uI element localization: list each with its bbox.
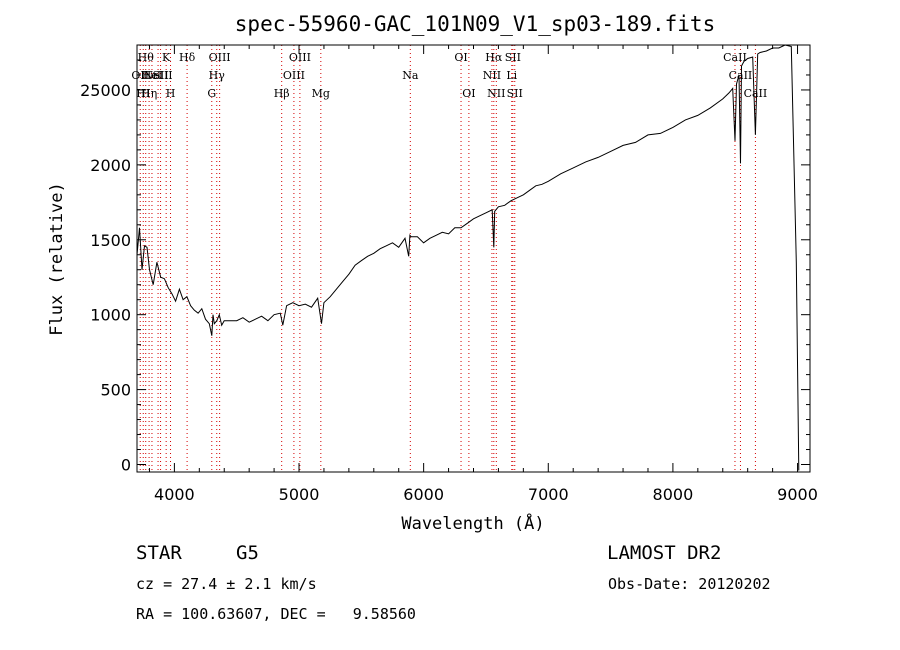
line-marker-label: CaII [729,69,753,82]
line-marker-label: OI [454,51,467,64]
line-marker-label: Mg [312,87,330,100]
line-marker-label: OI [462,87,475,100]
y-tick-label: 0 [121,456,131,475]
line-marker-label: Na [402,69,419,82]
x-tick-label: 6000 [403,485,444,504]
x-tick-label: 9000 [777,485,818,504]
x-tick-label: 8000 [653,485,694,504]
line-marker-label: Li [506,69,517,82]
x-tick-label: 7000 [528,485,569,504]
y-tick-label: 25000 [80,81,131,100]
line-marker-label: G [207,87,216,100]
line-marker-label: Hθ [138,51,155,64]
line-marker-label: Hβ [274,87,290,100]
line-marker-label: CaII [744,87,768,100]
line-marker-label: OIII [289,51,311,64]
spectrum-line [136,44,800,471]
chart-title: spec-55960-GAC_101N09_V1_sp03-189.fits [235,12,715,36]
line-marker-label: NII [487,87,505,100]
x-axis-ticks: 4000 5000 6000 7000 8000 9000 [148,45,818,504]
line-marker-label: OIII [209,51,231,64]
object-class: STAR [136,542,182,564]
coordinates: RA = 100.63607, DEC = 9.58560 [136,605,416,623]
observation-date: Obs-Date: 20120202 [608,575,771,593]
emission-line-markers [139,45,756,472]
line-marker-label: Hα [485,51,503,64]
line-marker-label: K [162,51,171,64]
x-tick-label: 5000 [279,485,320,504]
y-tick-label: 1500 [90,231,131,250]
y-tick-label: 500 [100,381,131,400]
y-tick-label: 2000 [90,156,131,175]
x-axis-label: Wavelength (Å) [401,512,544,534]
line-marker-label: NII [483,69,501,82]
line-marker-label: NeIII [143,69,172,82]
y-tick-label: 1000 [90,306,131,325]
emission-line-labels: OIIHIHθHηHeINeIIISIIKHHδGHγOIIIHβOIIIOII… [131,51,767,100]
survey-name: LAMOST DR2 [607,542,722,564]
line-marker-label: HeI [142,69,162,82]
redshift-value: cz = 27.4 ± 2.1 km/s [136,575,317,593]
line-marker-label: Hη [141,87,157,100]
y-axis-label: Flux (relative) [47,182,67,336]
object-subclass: G5 [236,542,259,564]
line-marker-label: Hγ [209,69,226,82]
line-marker-label: SII [507,87,523,100]
line-marker-label: CaII [723,51,747,64]
line-marker-label: OII [131,69,149,82]
line-marker-label: SII [505,51,521,64]
x-tick-label: 4000 [154,485,195,504]
y-axis-ticks: 0 500 1000 1500 2000 25000 [80,59,810,475]
line-marker-label: H [166,87,176,100]
line-marker-label: OIII [283,69,305,82]
line-marker-label: Hδ [179,51,196,64]
line-marker-label: SII [152,69,168,82]
